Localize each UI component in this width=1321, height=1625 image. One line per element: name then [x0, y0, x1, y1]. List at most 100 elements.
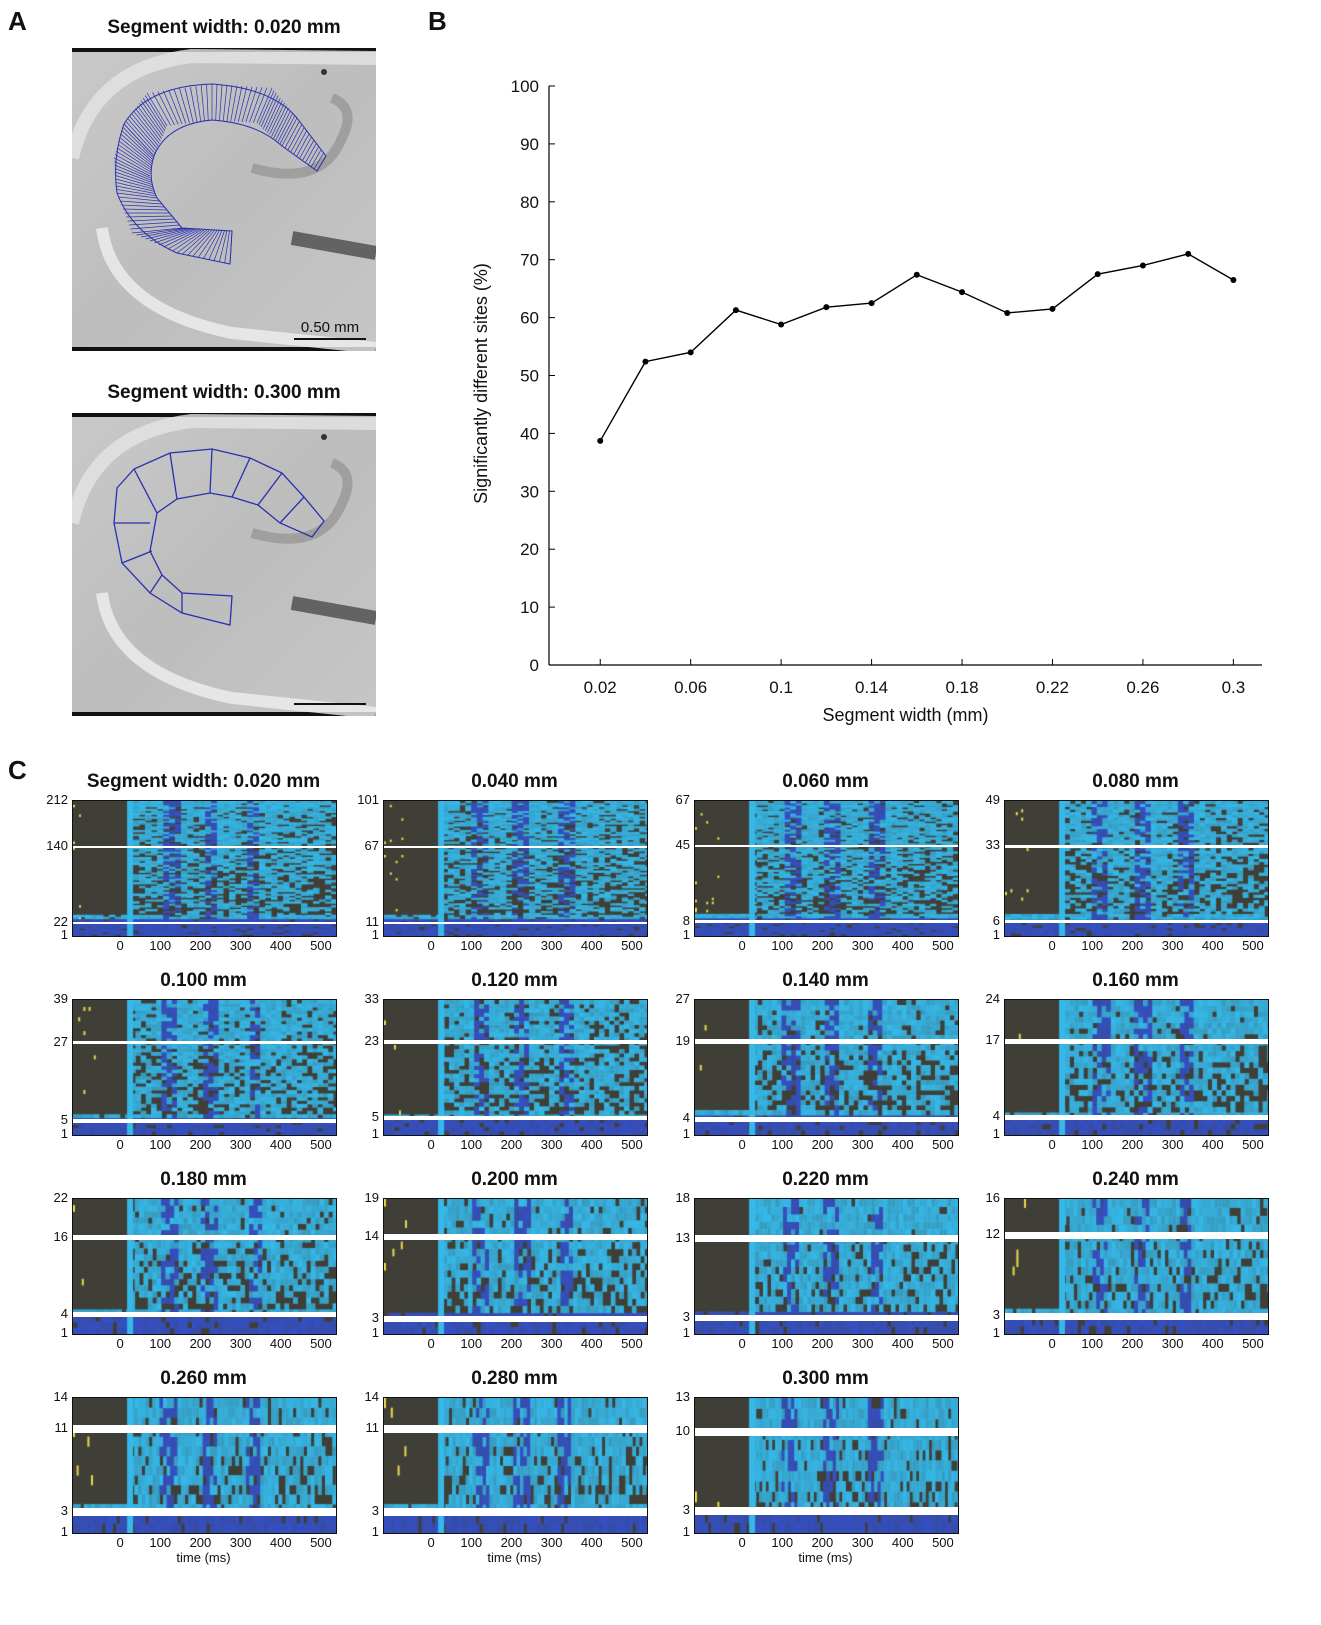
- heatmap-plot: [694, 1198, 959, 1335]
- x-tick-label: 100: [771, 1137, 794, 1152]
- threshold-line: [695, 844, 958, 848]
- x-axis-title: time (ms): [798, 1550, 853, 1565]
- x-tick-label: 100: [460, 1535, 483, 1550]
- x-tick-label: 500: [932, 938, 954, 953]
- segment-hatch-line: [149, 228, 193, 242]
- y-tick-label: 27: [53, 1033, 68, 1049]
- segment-hatch-line: [299, 136, 312, 159]
- x-tick-label: 0: [427, 1137, 435, 1152]
- segment-hatch-line: [146, 92, 168, 127]
- y-tick-label: 12: [985, 1226, 1000, 1241]
- data-point: [823, 304, 830, 311]
- x-tick-label: 200: [500, 1336, 523, 1351]
- x-tick-label: 300: [540, 1336, 563, 1351]
- y-tick-label: 27: [675, 991, 690, 1006]
- x-tick-label: 0: [738, 1336, 746, 1351]
- heatmap-plot: [383, 800, 648, 937]
- segment-hatch-line: [120, 133, 154, 163]
- y-tick-label: 1: [682, 1524, 690, 1539]
- heatmap-plot: [383, 1397, 648, 1534]
- x-tick-label: 100: [460, 1336, 483, 1351]
- data-point: [1049, 305, 1056, 312]
- x-tick-label: 200: [189, 1137, 212, 1152]
- data-point: [642, 358, 649, 365]
- y-tick-label: 60: [520, 309, 539, 328]
- y-axis-title: Significantly different sites (%): [471, 263, 491, 504]
- segment-hatch-line: [200, 85, 205, 122]
- threshold-line: [73, 921, 336, 924]
- heatmap-cells: [73, 801, 336, 936]
- segment-hatch-line: [113, 157, 151, 177]
- data-point: [597, 437, 604, 444]
- threshold-line: [384, 1508, 647, 1517]
- y-tick-label: 3: [371, 1310, 379, 1325]
- slice-image-bottom: [72, 413, 376, 716]
- x-tick-label: 400: [269, 1137, 292, 1152]
- y-tick-label: 13: [675, 1229, 690, 1245]
- x-tick-label: 500: [310, 1535, 332, 1550]
- x-axis-title: time (ms): [176, 1550, 231, 1565]
- x-tick-label: 400: [891, 938, 914, 953]
- x-tick-label: 100: [1081, 1336, 1104, 1351]
- y-tick-label: 11: [365, 913, 380, 929]
- y-tick-label: 10: [675, 1422, 690, 1438]
- y-tick-label: 3: [682, 1309, 690, 1325]
- heatmap-plot: [72, 1198, 337, 1335]
- segment-hatch-line: [310, 149, 322, 168]
- segment-hatch-line: [195, 86, 202, 122]
- segment-hatch-line: [139, 103, 163, 137]
- segment-hatch-line: [123, 123, 155, 157]
- segment-hatch-line: [131, 113, 159, 147]
- x-tick-label: 400: [1201, 1336, 1224, 1351]
- x-tick-label: 0.3: [1222, 678, 1246, 697]
- threshold-line: [384, 1040, 647, 1045]
- segment-hatch-line: [121, 130, 154, 161]
- y-tick-label: 1: [371, 1325, 379, 1340]
- segment-hatch-line: [184, 87, 194, 123]
- segment-hatch-line: [252, 87, 268, 123]
- threshold-line: [384, 921, 647, 924]
- x-tick-label: 100: [149, 1137, 172, 1152]
- segment-hatch-line: [307, 146, 320, 165]
- y-tick-label: 16: [53, 1228, 68, 1244]
- y-tick-label: 19: [675, 1032, 690, 1048]
- segment-hatch-line: [275, 110, 292, 141]
- threshold-line: [695, 1235, 958, 1242]
- segment-hatch-line: [277, 112, 294, 143]
- x-tick-label: 200: [189, 938, 212, 953]
- y-tick-label: 45: [675, 837, 690, 852]
- threshold-line: [1005, 844, 1268, 848]
- segment-hatch-line: [127, 218, 175, 222]
- x-tick-label: 300: [540, 938, 563, 953]
- threshold-line: [73, 1234, 336, 1241]
- y-tick-label: 1: [371, 1126, 379, 1141]
- y-tick-label: 1: [682, 1126, 690, 1141]
- segment-hatch-line: [115, 175, 154, 188]
- segment-hatch-line: [119, 200, 163, 205]
- segment-hatch-line: [187, 229, 213, 256]
- data-point: [1004, 309, 1011, 316]
- x-tick-label: 300: [229, 1535, 252, 1550]
- segment-outline-fine: [115, 83, 327, 265]
- y-tick-label: 33: [364, 991, 379, 1006]
- x-tick-label: 300: [229, 1137, 252, 1152]
- segment-hatch-line: [226, 85, 233, 122]
- x-tick-label: 500: [310, 938, 332, 953]
- segment-hatch-line: [125, 121, 156, 154]
- x-tick-label: 200: [811, 1535, 834, 1550]
- slice-image-top: 0.50 mm: [72, 48, 376, 351]
- heatmap-title: 0.080 mm: [1092, 771, 1179, 792]
- threshold-line: [695, 1427, 958, 1436]
- segment-hatch-line: [189, 86, 198, 123]
- heatmap-title: 0.240 mm: [1092, 1169, 1179, 1190]
- heatmap-cells: [1005, 1199, 1268, 1334]
- x-tick-label: 300: [540, 1535, 563, 1550]
- segment-hatch-line: [115, 150, 151, 173]
- data-point: [1185, 250, 1192, 257]
- y-tick-label: 1: [682, 1325, 690, 1340]
- segment-hatch-line: [237, 86, 248, 122]
- segment-hatch-line: [279, 115, 296, 145]
- x-tick-label: 0: [116, 1336, 124, 1351]
- heatmap-plot: [1004, 800, 1269, 937]
- x-tick-label: 0: [1048, 1336, 1056, 1351]
